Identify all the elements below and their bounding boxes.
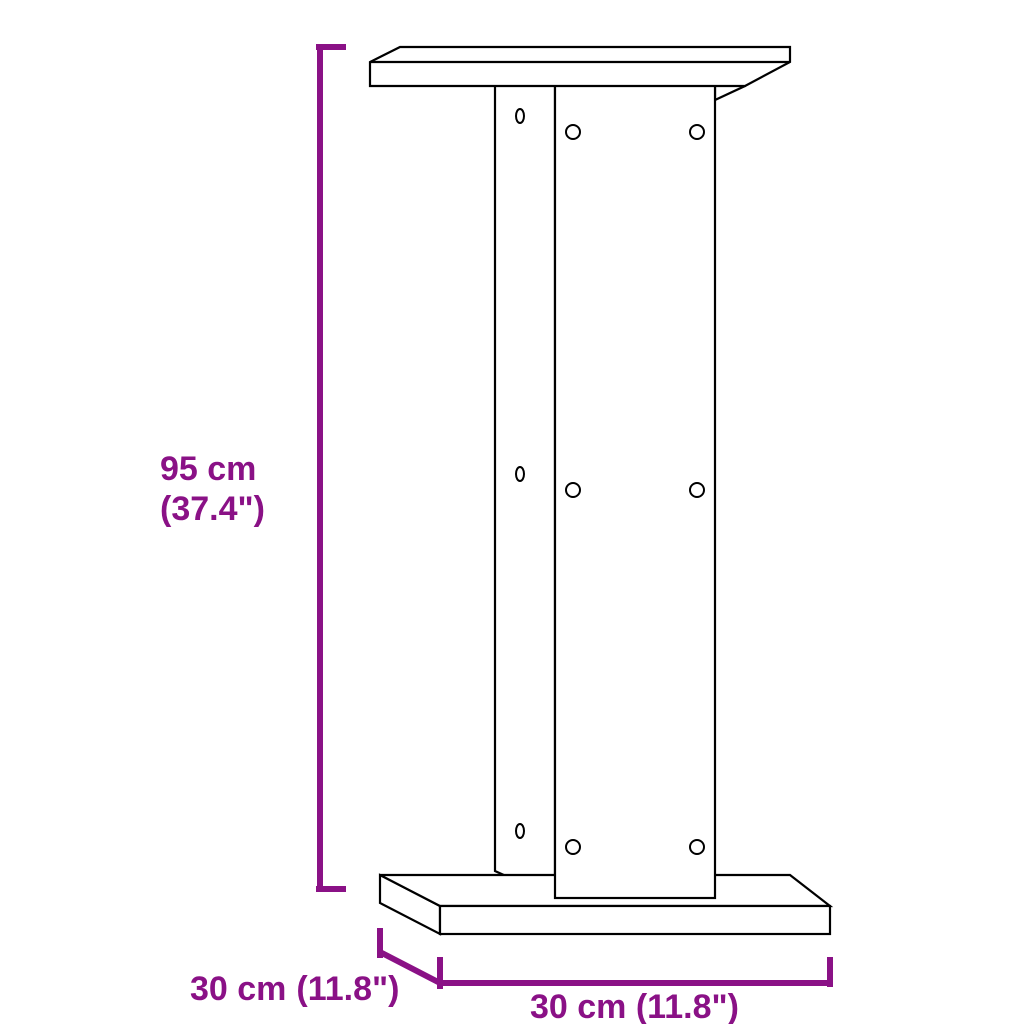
dim-height-label: 95 cm(37.4") (160, 450, 265, 528)
hole-side-0 (516, 109, 524, 123)
base-front-face (440, 906, 830, 934)
hole-side-1 (516, 467, 524, 481)
hole-front-right-1 (690, 483, 704, 497)
column-left-face (495, 53, 555, 898)
hole-front-right-2 (690, 840, 704, 854)
hole-side-2 (516, 824, 524, 838)
hole-front-left-1 (566, 483, 580, 497)
hole-front-left-2 (566, 840, 580, 854)
dim-depth-label: 30 cm(11.8") (190, 970, 399, 1008)
hole-front-left-0 (566, 125, 580, 139)
hole-front-right-0 (690, 125, 704, 139)
dim-width-label: 30 cm (11.8") (530, 988, 739, 1024)
top-plate (370, 47, 790, 86)
